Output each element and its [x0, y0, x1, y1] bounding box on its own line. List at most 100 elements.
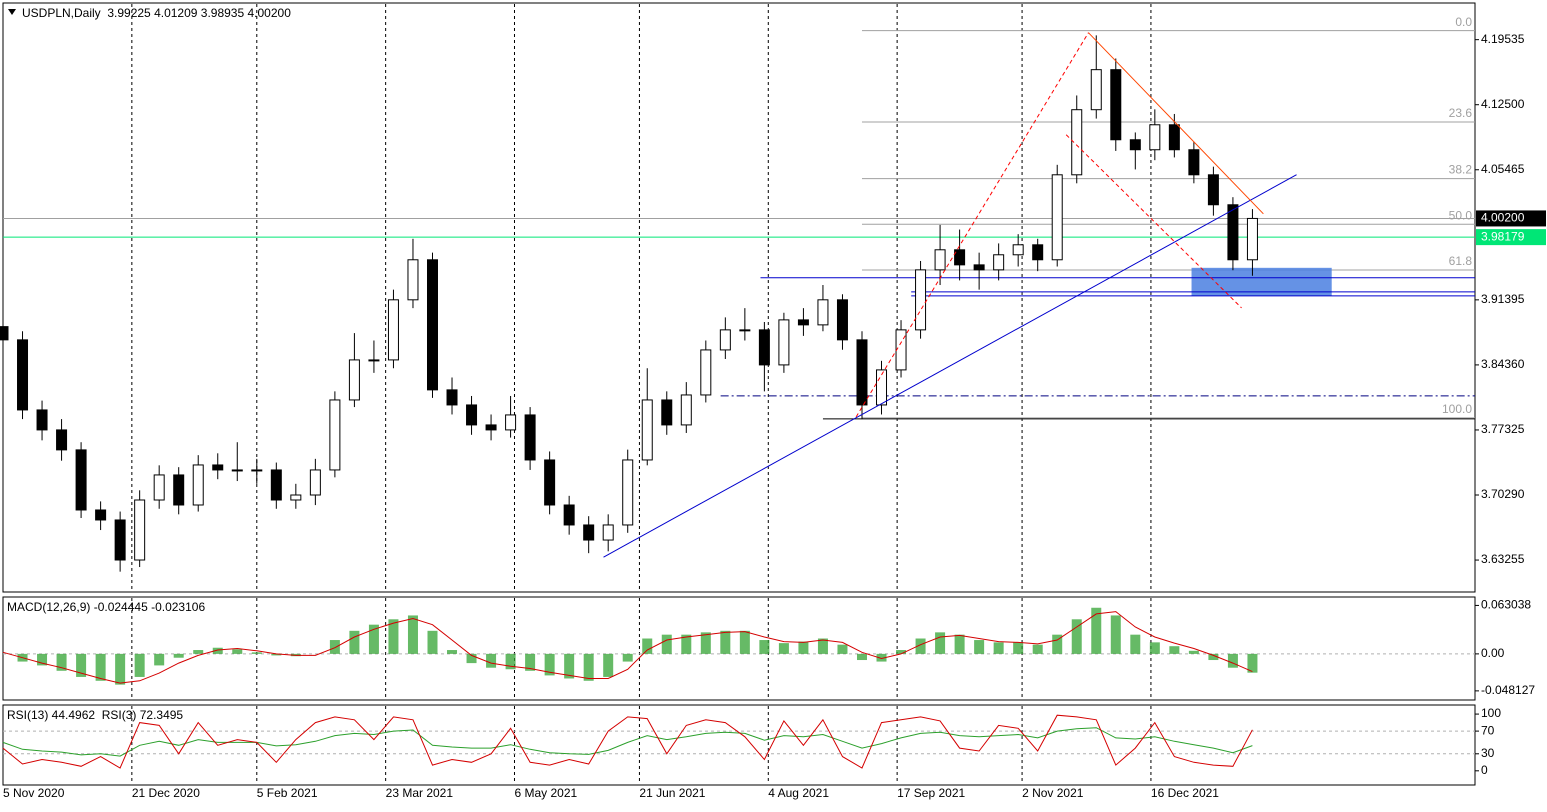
histogram-bar: [778, 643, 789, 654]
histogram-bar: [76, 653, 87, 677]
histogram-bar: [251, 652, 262, 654]
histogram-bar: [115, 653, 126, 685]
histogram-bar: [700, 632, 711, 654]
x-tick-label: 4 Aug 2021: [768, 786, 829, 800]
histogram-bar: [974, 640, 985, 654]
trendline: [1088, 32, 1264, 215]
candle-body: [387, 299, 399, 361]
histogram-bar: [56, 653, 67, 671]
histogram-bar: [349, 630, 360, 654]
candle-body: [251, 469, 263, 472]
histogram-bar: [134, 653, 145, 677]
histogram-bar: [642, 638, 653, 654]
candle-body: [1110, 69, 1122, 141]
candle-body: [876, 369, 888, 406]
histogram-bar: [1013, 642, 1024, 654]
histogram-bar: [1052, 634, 1063, 654]
histogram-bar: [759, 640, 770, 654]
histogram-bar: [1071, 619, 1082, 654]
candle-body: [290, 494, 302, 501]
collapse-icon[interactable]: [8, 9, 16, 15]
candle-body: [446, 389, 458, 406]
x-tick-label: 6 May 2021: [514, 786, 577, 800]
candle-body: [17, 339, 29, 411]
x-tick-label: 23 Mar 2021: [386, 786, 454, 800]
fib-label: 0.0: [1455, 15, 1472, 29]
histogram-bar: [271, 653, 282, 656]
y-tick-label: 3.77325: [1481, 422, 1525, 436]
candle-body: [1207, 174, 1219, 206]
series-line: [2, 727, 1253, 757]
x-tick-label: 21 Dec 2020: [132, 786, 200, 800]
y-tick-label: 3.63255: [1481, 552, 1525, 566]
y-tick-label: 0.063038: [1481, 598, 1531, 612]
histogram-bar: [1130, 634, 1141, 654]
price-tag: [1476, 229, 1546, 246]
series-line: [2, 714, 1253, 769]
histogram-bar: [876, 653, 887, 662]
candle-body: [173, 474, 185, 506]
candle-body: [466, 404, 478, 426]
y-tick-label: 70: [1481, 723, 1495, 737]
candle-body: [1012, 244, 1024, 256]
candle-body: [309, 469, 321, 496]
histogram-bar: [544, 653, 555, 676]
candle-body: [602, 524, 614, 541]
histogram-bar: [1227, 653, 1238, 668]
histogram-bar: [407, 615, 418, 654]
histogram-bar: [1247, 653, 1258, 673]
histogram-bar: [739, 630, 750, 654]
candle-body: [1129, 139, 1141, 151]
histogram-bar: [1110, 615, 1121, 654]
candle-body: [739, 329, 751, 332]
candle-body: [192, 464, 204, 506]
histogram-bar: [193, 650, 204, 654]
panel-title: USDPLN,Daily 3.99225 4.01209 3.98935 4.0…: [22, 6, 291, 20]
histogram-bar: [583, 653, 594, 681]
histogram-bar: [486, 653, 497, 668]
candle-body: [1246, 217, 1258, 261]
histogram-bar: [212, 647, 223, 654]
histogram-bar: [329, 640, 340, 654]
candle-body: [329, 399, 341, 471]
candle-body: [544, 459, 556, 506]
y-tick-label: 100: [1481, 706, 1501, 720]
panel-title: RSI(13) 44.4962 RSI(3) 72.3495: [7, 708, 183, 722]
candle-body: [973, 264, 985, 271]
histogram-bar: [817, 638, 828, 654]
candle-body: [368, 359, 380, 362]
candle-body: [895, 329, 907, 371]
candle-body: [407, 259, 419, 301]
panel-title: MACD(12,26,9) -0.024445 -0.023106: [7, 600, 205, 614]
candle-body: [1051, 174, 1063, 261]
fib-label: 23.6: [1449, 106, 1473, 120]
candle-body: [212, 464, 224, 471]
histogram-bar: [505, 653, 516, 670]
histogram-bar: [1208, 653, 1219, 661]
histogram-bar: [173, 653, 184, 658]
candle-body: [485, 424, 497, 431]
histogram-bar: [993, 642, 1004, 654]
candle-body: [1032, 244, 1044, 261]
x-tick-label: 5 Feb 2021: [257, 786, 318, 800]
histogram-bar: [232, 649, 243, 654]
candle-body: [700, 349, 712, 396]
histogram-bar: [896, 650, 907, 654]
candle-body: [1227, 204, 1239, 261]
candle-body: [1188, 149, 1200, 176]
y-tick-label: 0: [1481, 763, 1488, 777]
histogram-bar: [935, 632, 946, 654]
candle-body: [1168, 124, 1180, 151]
fib-label: 100.0: [1442, 402, 1472, 416]
histogram-bar: [447, 650, 458, 654]
zone: [1191, 267, 1332, 296]
y-tick-label: 3.84360: [1481, 357, 1525, 371]
histogram-bar: [154, 653, 165, 666]
candle-body: [36, 409, 48, 431]
histogram-bar: [368, 624, 379, 654]
candle-body: [836, 299, 848, 341]
candle-body: [817, 299, 829, 326]
price-panel-frame: [2, 2, 1476, 593]
histogram-bar: [661, 634, 672, 654]
